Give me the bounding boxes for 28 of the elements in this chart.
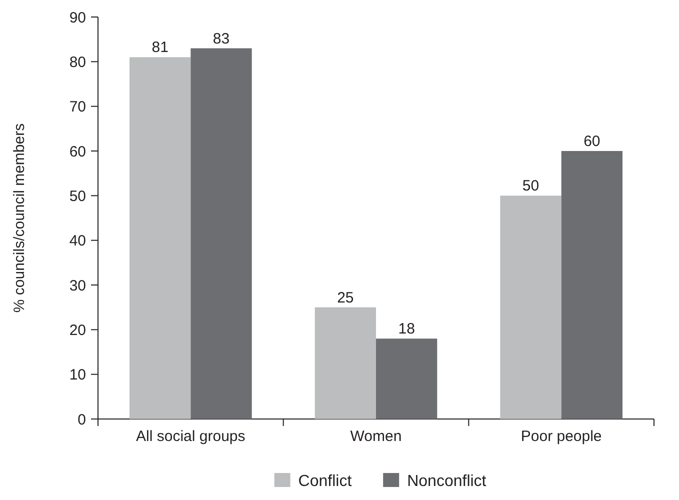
y-tick-label: 80 [69, 54, 86, 71]
y-tick-label: 30 [69, 277, 86, 294]
y-axis-title: % councils/council members [11, 123, 28, 313]
data-label: 18 [398, 320, 415, 338]
bar [500, 196, 562, 419]
data-label: 81 [152, 39, 168, 56]
bar [190, 48, 252, 419]
y-tick-label: 90 [69, 9, 86, 26]
data-label: 83 [212, 30, 230, 48]
x-tick-label: All social groups [136, 428, 246, 445]
bar [376, 338, 438, 419]
data-label: 25 [337, 289, 354, 306]
x-tick-label: Women [350, 428, 402, 445]
y-tick-label: 10 [69, 366, 86, 384]
x-tick-label: Poor people [520, 428, 602, 445]
y-tick-label: 50 [69, 188, 86, 205]
data-label: 50 [522, 178, 540, 195]
y-tick-label: 0 [78, 411, 86, 428]
legend-label: Nonconflict [407, 473, 487, 490]
y-tick-label: 70 [69, 98, 86, 116]
y-tick-label: 40 [69, 232, 86, 250]
y-tick-label: 60 [69, 143, 86, 160]
y-tick-label: 20 [69, 322, 86, 339]
bar [130, 57, 191, 419]
bar [314, 307, 376, 419]
bar [561, 151, 622, 419]
data-label: 60 [584, 133, 600, 150]
legend-label: Conflict [298, 473, 352, 490]
